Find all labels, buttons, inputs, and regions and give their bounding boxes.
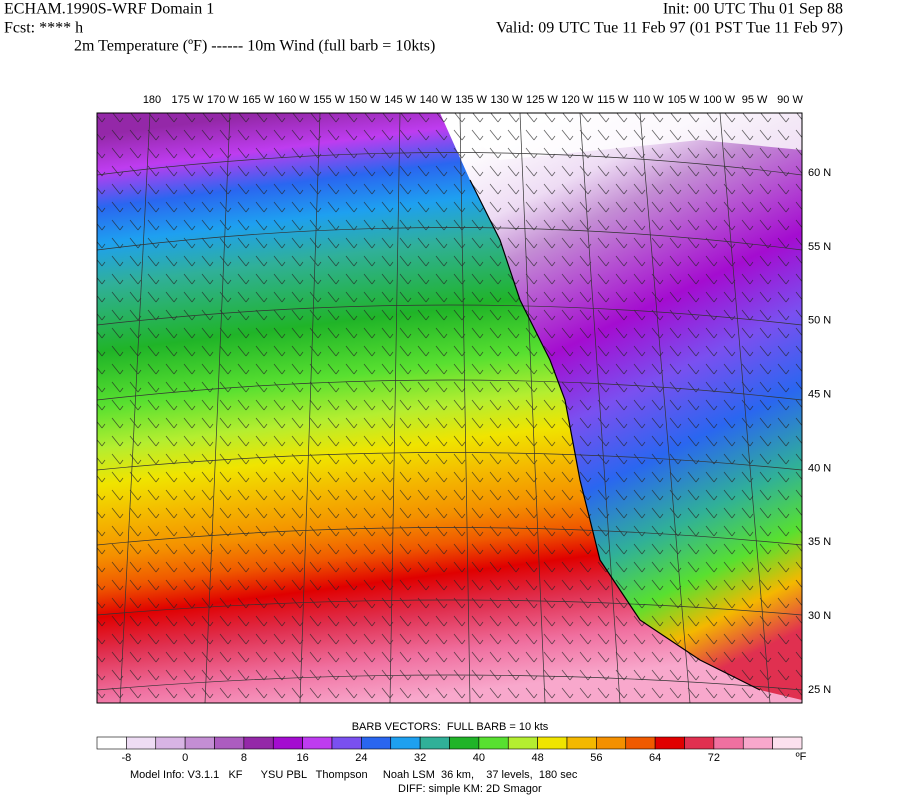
colorbar-swatch	[596, 736, 627, 750]
lon-label: 165 W	[242, 94, 274, 106]
colorbar-swatch	[772, 736, 803, 750]
colorbar-swatch	[478, 736, 509, 750]
lat-label: 40 N	[808, 462, 831, 474]
colorbar-swatch	[537, 736, 568, 750]
map	[97, 113, 802, 703]
colorbar-swatch	[507, 736, 538, 750]
init: Init: 00 UTC Thu 01 Sep 88	[663, 1, 843, 18]
colorbar-swatch	[361, 736, 392, 750]
colorbar-tick-label: 72	[708, 752, 720, 764]
colorbar-swatch	[566, 736, 597, 750]
colorbar-title: BARB VECTORS: FULL BARB = 10 kts	[352, 721, 549, 733]
lon-label: 120 W	[561, 94, 593, 106]
lon-label: 135 W	[455, 94, 487, 106]
lon-label: 95 W	[742, 94, 768, 106]
lon-label: 110 W	[633, 94, 665, 106]
lat-label: 50 N	[808, 315, 831, 327]
colorbar-swatch	[684, 736, 715, 750]
colorbar-unit: ºF	[796, 751, 807, 763]
colorbar-tick-label: 40	[473, 752, 485, 764]
lon-label: 180	[143, 94, 161, 106]
colorbar-swatch	[155, 736, 186, 750]
colorbar-swatch	[419, 736, 450, 750]
colorbar-tick-label: 0	[182, 752, 188, 764]
colorbar-swatch	[331, 736, 362, 750]
colorbar-swatch	[654, 736, 685, 750]
lat-label: 60 N	[808, 167, 831, 179]
lon-label: 130 W	[491, 94, 523, 106]
lon-label: 125 W	[526, 94, 558, 106]
colorbar-swatch	[243, 736, 274, 750]
lon-label: 175 W	[172, 94, 204, 106]
colorbar-tick-label: 32	[414, 752, 426, 764]
lon-label: 105 W	[668, 94, 700, 106]
lat-label: 35 N	[808, 536, 831, 548]
colorbar-tick-label: 64	[649, 752, 661, 764]
lat-label: 25 N	[808, 684, 831, 696]
lon-label: 160 W	[278, 94, 310, 106]
model-info: Model Info: V3.1.1 KF YSU PBL Thompson N…	[130, 769, 578, 781]
colorbar-swatch	[713, 736, 744, 750]
lon-label: 140 W	[420, 94, 452, 106]
lon-label: 170 W	[207, 94, 239, 106]
lat-label: 45 N	[808, 388, 831, 400]
lon-label: 90 W	[777, 94, 803, 106]
colorbar-tick-label: -8	[121, 752, 131, 764]
colorbar-swatch	[272, 736, 303, 750]
lon-label: 150 W	[349, 94, 381, 106]
colorbar-swatch	[449, 736, 480, 750]
colorbar-tick-label: 56	[590, 752, 602, 764]
colorbar-swatch	[742, 736, 773, 750]
map-frame	[96, 112, 803, 704]
colorbar-tick-label: 48	[532, 752, 544, 764]
colorbar-swatch	[302, 736, 333, 750]
colorbar-swatch	[184, 736, 215, 750]
colorbar-tick-label: 8	[241, 752, 247, 764]
colorbar-swatch	[126, 736, 157, 750]
colorbar-swatch	[96, 736, 127, 750]
lon-label: 145 W	[384, 94, 416, 106]
fields: 2m Temperature (ºF) ------ 10m Wind (ful…	[74, 38, 435, 55]
colorbar-swatch	[390, 736, 421, 750]
colorbar-swatch	[214, 736, 245, 750]
valid: Valid: 09 UTC Tue 11 Feb 97 (01 PST Tue …	[496, 20, 843, 37]
lon-label: 155 W	[313, 94, 345, 106]
diff: DIFF: simple KM: 2D Smagor	[398, 783, 542, 795]
lon-label: 115 W	[597, 94, 629, 106]
fcst: Fcst: **** h	[4, 20, 83, 37]
lat-label: 55 N	[808, 241, 831, 253]
lat-label: 30 N	[808, 610, 831, 622]
lon-label: 100 W	[703, 94, 735, 106]
title: ECHAM.1990S-WRF Domain 1	[4, 1, 214, 18]
colorbar-tick-label: 16	[297, 752, 309, 764]
colorbar-tick-label: 24	[355, 752, 367, 764]
colorbar-swatch	[625, 736, 656, 750]
